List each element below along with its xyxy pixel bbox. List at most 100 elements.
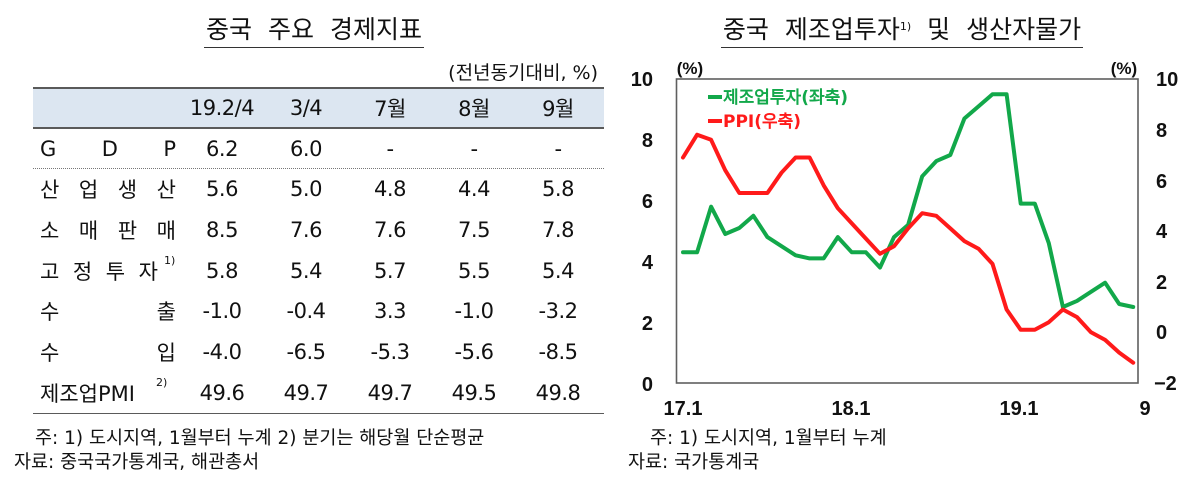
table-cell: -1.0 (202, 299, 242, 324)
row-label-text: 소 매 판 매 (40, 219, 176, 244)
table-title-container: 중국 주요 경제지표 (0, 14, 628, 48)
x-tick: 9 (1139, 398, 1150, 420)
table-row-gdp: G D P 6.2 6.0 - - - (33, 129, 604, 169)
row-label: 수 입 (33, 337, 180, 367)
table-cell: - (386, 136, 394, 161)
table-cell: 49.6 (199, 380, 245, 405)
series-line-ppi (681, 132, 1136, 365)
table-cell: -6.5 (286, 340, 326, 365)
economic-indicators-table: 19.2/4 3/4 7월 8월 9월 G D P 6.2 6.0 - - - … (33, 87, 604, 415)
chart-source: 자료: 국가통계국 (628, 452, 760, 473)
footnote-marker: 2) (156, 375, 168, 389)
right-y-tick: 10 (1156, 69, 1178, 91)
table-cell: 5.5 (458, 258, 490, 283)
table-cell: -5.6 (454, 340, 494, 365)
table-cell: 3.3 (374, 299, 406, 324)
table-cell: 7.8 (542, 218, 574, 243)
table-cell: 5.7 (374, 258, 406, 283)
table-row-retail-sales: 소 매 판 매 8.5 7.6 7.6 7.5 7.8 (33, 210, 604, 251)
table-row-manufacturing-pmi: 제조업PMI 2) 49.6 49.7 49.7 49.5 49.8 (33, 372, 604, 415)
chart-title-container: 중국 제조업투자1) 및 생산자물가 (610, 14, 1194, 48)
legend-label-ppi: PPI(우축) (723, 112, 801, 132)
table-cell: -8.5 (538, 340, 578, 365)
table-row-industrial-production: 산 업 생 산 5.6 5.0 4.8 4.4 5.8 (33, 169, 604, 210)
column-header: 3/4 (289, 96, 323, 120)
chart-title-main: 중국 제조업투자 (722, 15, 900, 44)
plot-frame (675, 78, 1139, 384)
right-y-tick: 8 (1156, 120, 1167, 142)
table-cell: 8.5 (206, 218, 238, 243)
table-cell: 6.0 (290, 136, 322, 161)
unit-note: (전년동기대비, %) (448, 62, 598, 84)
row-label-text: 수 입 (40, 341, 176, 366)
table-row-exports: 수 출 -1.0 -0.4 3.3 -1.0 -3.2 (33, 291, 604, 332)
row-label: 고 정 투 자 1) (33, 253, 180, 286)
table-source: 자료: 중국국가통계국, 해관총서 (14, 452, 260, 473)
column-header: 9월 (542, 97, 574, 121)
table-cell: 5.4 (290, 258, 322, 283)
left-y-tick: 6 (642, 191, 653, 213)
column-header: 19.2/4 (189, 96, 255, 120)
table-row-fixed-investment: 고 정 투 자 1) 5.8 5.4 5.7 5.5 5.4 (33, 250, 604, 291)
right-y-axis: 10 8 6 4 2 0 −2 (1154, 69, 1178, 395)
table-cell: 49.5 (451, 380, 497, 405)
row-label-text: 제조업PMI (40, 381, 135, 406)
chart-title-rest: 및 생산자물가 (911, 15, 1082, 44)
left-y-tick: 10 (631, 69, 653, 91)
line-chart: (%) (%) 10 8 6 4 2 0 10 8 6 4 2 0 −2 17.… (631, 59, 1179, 420)
table-cell: 5.8 (542, 177, 574, 202)
table-cell: 5.6 (206, 177, 238, 202)
row-label: 소 매 판 매 (33, 215, 180, 245)
table-cell: 7.6 (290, 218, 322, 243)
table-cell: 49.8 (535, 380, 581, 405)
row-label-text: 고 정 투 자 (40, 259, 158, 284)
row-label: 제조업PMI 2) (33, 375, 180, 408)
legend-label-manufacturing-investment: 제조업투자(좌축) (723, 88, 848, 108)
table-row-imports: 수 입 -4.0 -6.5 -5.3 -5.6 -8.5 (33, 332, 604, 373)
right-y-tick: 6 (1156, 171, 1167, 193)
right-y-tick: 0 (1156, 322, 1167, 344)
left-y-tick: 0 (642, 374, 653, 396)
left-axis-unit: (%) (677, 59, 703, 78)
column-header: 7월 (374, 97, 406, 121)
right-axis-unit: (%) (1111, 59, 1137, 78)
column-header: 8월 (458, 97, 490, 121)
table-cell: 49.7 (283, 380, 329, 405)
x-tick: 17.1 (664, 398, 703, 420)
chart-legend: 제조업투자(좌축) PPI(우축) (708, 88, 848, 132)
left-y-tick: 8 (642, 130, 653, 152)
table-cell: -0.4 (286, 299, 326, 324)
table-cell: - (554, 136, 562, 161)
table-title: 중국 주요 경제지표 (204, 14, 424, 48)
row-label: 수 출 (33, 296, 180, 326)
table-cell: 5.4 (542, 258, 574, 283)
row-label-text: G D P (40, 136, 176, 161)
right-y-tick: −2 (1154, 373, 1177, 395)
footnote-marker: 1) (899, 20, 912, 33)
x-axis: 17.1 18.1 19.1 9 (664, 398, 1151, 420)
row-label-text: 산 업 생 산 (40, 178, 176, 203)
table-cell: -5.3 (370, 340, 410, 365)
table-footnote: 주: 1) 도시지역, 1월부터 누계 2) 분기는 해당월 단순평균 (35, 428, 485, 449)
table-cell: 5.0 (290, 177, 322, 202)
row-label: 산 업 생 산 (33, 174, 180, 204)
table-cell: - (470, 136, 478, 161)
table-cell: 4.4 (458, 177, 490, 202)
right-y-tick: 4 (1156, 221, 1168, 243)
right-y-tick: 2 (1156, 272, 1167, 294)
x-tick: 18.1 (832, 398, 871, 420)
footnote-marker: 1) (164, 253, 176, 267)
series-line-manufacturing-investment (681, 92, 1136, 309)
chart-title: 중국 제조업투자1) 및 생산자물가 (720, 14, 1084, 48)
left-y-tick: 2 (642, 313, 653, 335)
left-y-axis: 10 8 6 4 2 0 (631, 69, 654, 396)
table-cell: 6.2 (206, 136, 238, 161)
table-header-row: 19.2/4 3/4 7월 8월 9월 (33, 87, 604, 129)
left-y-tick: 4 (642, 252, 654, 274)
table-cell: -3.2 (538, 299, 578, 324)
row-label-text: 수 출 (40, 300, 176, 325)
table-cell: 5.8 (206, 258, 238, 283)
table-cell: -4.0 (202, 340, 242, 365)
table-cell: 7.6 (374, 218, 406, 243)
table-cell: 49.7 (367, 380, 413, 405)
